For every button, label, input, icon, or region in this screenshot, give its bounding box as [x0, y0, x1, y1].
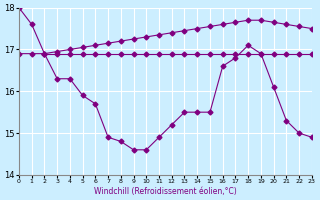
X-axis label: Windchill (Refroidissement éolien,°C): Windchill (Refroidissement éolien,°C) [94, 187, 237, 196]
